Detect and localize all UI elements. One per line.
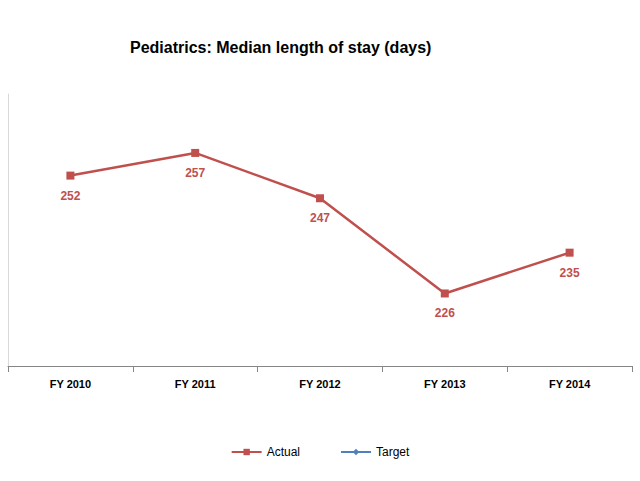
svg-text:226: 226: [435, 306, 455, 320]
svg-text:FY 2012: FY 2012: [299, 378, 340, 390]
svg-text:FY 2010: FY 2010: [50, 378, 91, 390]
svg-text:257: 257: [185, 166, 205, 180]
svg-text:Target: Target: [376, 445, 410, 459]
svg-text:FY 2014: FY 2014: [549, 378, 591, 390]
svg-text:Actual: Actual: [267, 445, 300, 459]
svg-text:FY 2011: FY 2011: [175, 378, 216, 390]
svg-text:252: 252: [60, 189, 80, 203]
svg-text:247: 247: [310, 211, 330, 225]
svg-text:Pediatrics: Median length of s: Pediatrics: Median length of stay (days): [130, 39, 431, 56]
svg-text:235: 235: [560, 266, 580, 280]
svg-text:FY 2013: FY 2013: [424, 378, 465, 390]
